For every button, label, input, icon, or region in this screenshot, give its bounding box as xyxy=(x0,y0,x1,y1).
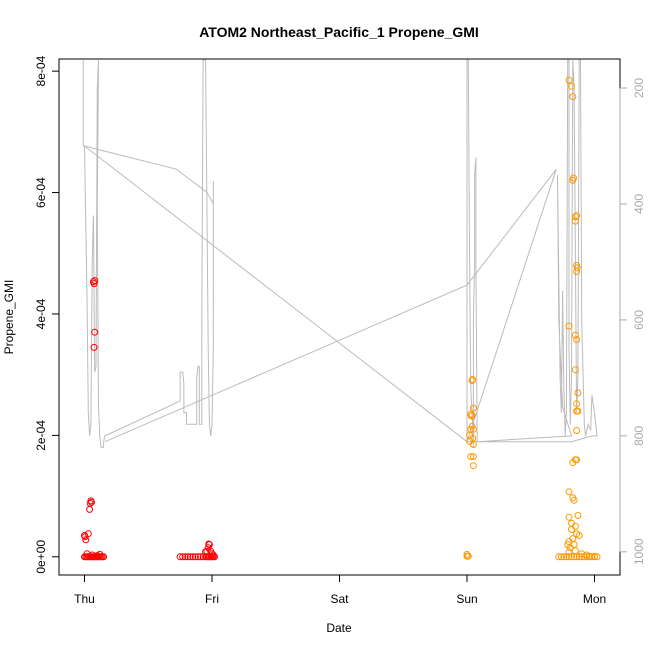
data-point-orange xyxy=(570,541,578,549)
data-point-orange xyxy=(571,331,579,339)
data-point-orange xyxy=(469,434,477,442)
x-axis: Thu Fri Sat Sun Mon xyxy=(74,574,606,606)
plot-frame xyxy=(58,58,621,576)
y-tick-label: 4e-04 xyxy=(34,298,48,329)
data-point-orange xyxy=(565,488,573,496)
data-point-orange xyxy=(571,217,579,225)
data-point-red xyxy=(186,553,194,561)
data-point-orange xyxy=(569,93,577,101)
data-point-orange xyxy=(565,513,573,521)
data-point-red xyxy=(90,343,98,351)
data-point-red xyxy=(208,550,216,558)
data-point-orange xyxy=(569,535,577,543)
y-tick-label: 8e-04 xyxy=(34,55,48,86)
data-point-orange xyxy=(571,213,579,221)
data-point-orange xyxy=(557,553,565,561)
data-point-orange xyxy=(578,550,586,558)
data-point-red xyxy=(176,553,184,561)
data-point-red xyxy=(83,550,91,558)
data-point-orange xyxy=(468,422,476,430)
pressure-line xyxy=(82,59,598,448)
y-tick-label: 6e-04 xyxy=(34,177,48,208)
data-point-red xyxy=(84,530,92,538)
x-tick-label: Mon xyxy=(583,592,606,606)
data-point-red xyxy=(86,505,94,513)
data-point-orange xyxy=(565,553,573,561)
y2-tick-label: 800 xyxy=(632,426,646,446)
data-point-orange xyxy=(570,496,578,504)
data-point-orange xyxy=(573,427,581,434)
y-axis: 0e+00 2e-04 4e-04 6e-04 8e-04 xyxy=(34,55,60,574)
y2-tick-label: 600 xyxy=(632,310,646,330)
data-point-red xyxy=(181,553,189,561)
x-axis-label: Date xyxy=(326,621,352,635)
data-point-red xyxy=(209,551,217,559)
data-points-layer xyxy=(81,76,601,561)
data-point-orange xyxy=(555,553,563,561)
data-point-orange xyxy=(573,264,581,272)
data-point-orange xyxy=(560,553,568,561)
data-point-orange xyxy=(573,336,581,343)
y2-tick-label: 400 xyxy=(632,194,646,214)
data-point-orange xyxy=(573,268,581,275)
data-point-red xyxy=(100,553,108,561)
data-point-orange xyxy=(574,389,582,397)
data-point-orange xyxy=(570,174,577,182)
x-tick-label: Sat xyxy=(330,592,349,606)
y-tick-label: 0e+00 xyxy=(34,540,48,574)
data-point-red xyxy=(82,536,90,544)
data-point-orange xyxy=(566,544,574,552)
data-point-orange xyxy=(573,407,581,415)
data-point-orange xyxy=(568,82,575,90)
data-point-orange xyxy=(463,550,471,558)
data-point-orange xyxy=(565,548,573,556)
data-point-red xyxy=(96,550,104,558)
data-point-red xyxy=(205,541,213,549)
data-point-red xyxy=(184,553,192,561)
data-point-orange xyxy=(571,366,579,374)
data-point-orange xyxy=(469,376,477,383)
data-point-orange xyxy=(573,400,581,408)
data-point-red xyxy=(88,551,96,559)
data-point-red xyxy=(91,277,99,285)
data-point-orange xyxy=(568,526,575,533)
pressure-line-layer xyxy=(82,59,598,448)
data-point-orange xyxy=(468,412,475,420)
x-tick-label: Fri xyxy=(205,592,219,606)
y-axis-label: Propene_GMI xyxy=(2,280,16,355)
data-point-orange xyxy=(469,462,477,470)
data-point-red xyxy=(191,553,199,561)
data-point-orange xyxy=(574,512,582,519)
data-point-orange xyxy=(464,552,472,560)
data-point-orange xyxy=(569,459,577,467)
data-point-orange xyxy=(585,552,593,560)
data-point-red xyxy=(189,553,197,561)
data-point-red xyxy=(90,280,98,288)
x-tick-label: Thu xyxy=(74,592,95,606)
data-point-orange xyxy=(469,453,477,461)
data-point-orange xyxy=(591,552,598,560)
y2-tick-label: 1000 xyxy=(632,538,646,565)
data-point-red xyxy=(205,540,213,548)
data-point-orange xyxy=(469,404,477,412)
data-point-orange xyxy=(467,453,475,461)
data-point-orange xyxy=(468,411,476,419)
data-point-red xyxy=(91,328,99,336)
secondary-y-axis: 200 400 600 800 1000 xyxy=(619,78,646,565)
x-tick-label: Sun xyxy=(456,592,477,606)
chart-title: ATOM2 Northeast_Pacific_1 Propene_GMI xyxy=(199,24,479,40)
data-point-red xyxy=(194,553,202,561)
y2-tick-label: 200 xyxy=(632,78,646,98)
data-point-orange xyxy=(571,547,579,555)
data-point-orange xyxy=(575,532,583,539)
data-point-red xyxy=(179,553,187,561)
data-point-orange xyxy=(565,76,573,84)
data-point-red xyxy=(88,498,95,506)
data-point-orange xyxy=(565,322,573,330)
y-tick-label: 2e-04 xyxy=(34,420,48,451)
